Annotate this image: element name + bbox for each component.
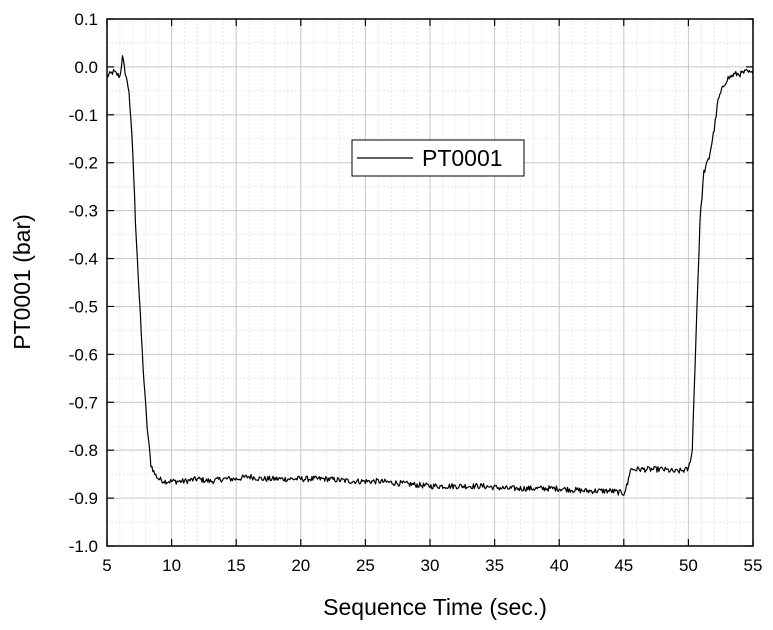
x-tick-label: 20: [291, 556, 310, 575]
y-tick-label: -0.2: [69, 154, 98, 173]
y-tick-label: 0.1: [74, 10, 98, 29]
x-tick-label: 5: [102, 556, 111, 575]
x-tick-label: 25: [356, 556, 375, 575]
ticks: [106, 18, 754, 547]
y-tick-label: -0.9: [69, 489, 98, 508]
x-tick-label: 30: [421, 556, 440, 575]
y-tick-label: -0.3: [69, 202, 98, 221]
y-tick-label: 0.0: [74, 58, 98, 77]
y-tick-label: -0.8: [69, 441, 98, 460]
y-tick-label: -0.7: [69, 393, 98, 412]
x-tick-label: 45: [614, 556, 633, 575]
y-tick-labels: 0.1 0.0 -0.1 -0.2 -0.3 -0.4 -0.5 -0.6 -0.7 -0.8 -0…: [69, 10, 98, 556]
x-tick-labels: 5 10 15 20 25 30 35 40 45 50 55: [102, 556, 762, 575]
legend: PT0001: [351, 139, 525, 177]
series-line-pt0001: [106, 55, 754, 496]
x-tick-label: 10: [162, 556, 181, 575]
y-axis-title: PT0001 (bar): [9, 214, 35, 350]
y-tick-label: -0.5: [69, 297, 98, 316]
y-tick-label: -0.1: [69, 106, 98, 125]
y-tick-label: -0.6: [69, 345, 98, 364]
x-tick-label: 15: [227, 556, 246, 575]
y-tick-label: -1.0: [69, 537, 98, 556]
series-layer: [106, 55, 754, 496]
y-tick-label: -0.4: [69, 250, 98, 269]
x-tick-label: 55: [744, 556, 763, 575]
x-tick-label: 50: [679, 556, 698, 575]
x-tick-label: 40: [550, 556, 569, 575]
legend-label-pt0001: PT0001: [422, 145, 503, 171]
x-tick-label: 35: [485, 556, 504, 575]
x-axis-title: Sequence Time (sec.): [323, 594, 547, 620]
